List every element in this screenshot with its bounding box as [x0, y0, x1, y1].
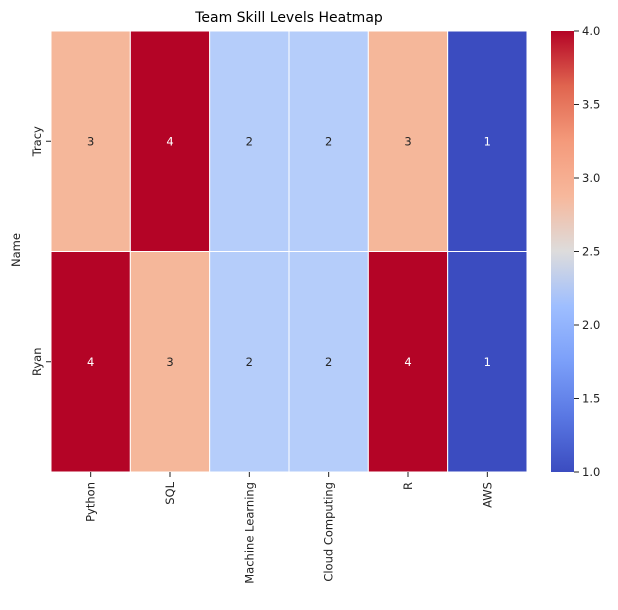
heatmap-cell	[447, 251, 528, 473]
colorbar-tick-label: 3.5	[582, 98, 600, 112]
cell-value-label: 3	[87, 134, 94, 148]
heatmap-cell	[367, 30, 449, 252]
x-tick-label: Python	[84, 482, 98, 522]
y-tick-label: Ryan	[30, 347, 44, 376]
x-tick-label: R	[401, 482, 415, 490]
x-tick-label: SQL	[163, 481, 177, 504]
y-axis-label: Name	[9, 233, 23, 267]
y-axis: Tracy Ryan	[30, 126, 51, 376]
cell-value-label: 3	[166, 355, 173, 369]
cell-value-label: 2	[246, 355, 253, 369]
x-tick-label: AWS	[480, 482, 494, 508]
y-tick-label: Tracy	[30, 126, 44, 157]
cell-value-label: 2	[325, 355, 332, 369]
heatmap-cell	[129, 30, 211, 252]
colorbar-gradient	[551, 31, 574, 472]
heatmap-cells	[50, 30, 528, 473]
heatmap-cell	[129, 251, 211, 473]
colorbar-tick-label: 2.0	[582, 318, 600, 332]
cell-value-label: 2	[325, 134, 332, 148]
colorbar-tick-label: 3.0	[582, 171, 600, 185]
cell-value-label: 2	[246, 134, 253, 148]
cell-value-label: 4	[166, 134, 173, 148]
x-tick-label: Machine Learning	[242, 482, 256, 584]
cell-value-label: 4	[404, 355, 411, 369]
heatmap-cell-labels: 3 4 2 2 3 1 4 3 2 2 4 1	[87, 134, 491, 369]
x-axis: Python SQL Machine Learning Cloud Computing…	[84, 472, 494, 584]
heatmap-cell	[447, 30, 528, 252]
heatmap-cell	[50, 30, 131, 252]
cell-value-label: 1	[484, 355, 491, 369]
cell-value-label: 1	[484, 134, 491, 148]
colorbar-tick-label: 1.5	[582, 392, 600, 406]
heatmap-cell	[209, 30, 290, 252]
cell-value-label: 4	[87, 355, 94, 369]
colorbar-tick-label: 2.5	[582, 245, 600, 259]
cell-value-label: 3	[404, 134, 411, 148]
colorbar-tick-label: 4.0	[582, 24, 600, 38]
colorbar: 1.0 1.5 2.0 2.5 3.0 3.5 4.0	[551, 24, 600, 479]
heatmap-cell	[288, 251, 369, 473]
colorbar-tick-label: 1.0	[582, 465, 600, 479]
chart-title: Team Skill Levels Heatmap	[194, 10, 383, 26]
x-tick-label: Cloud Computing	[322, 482, 336, 582]
heatmap-cell	[288, 30, 369, 252]
